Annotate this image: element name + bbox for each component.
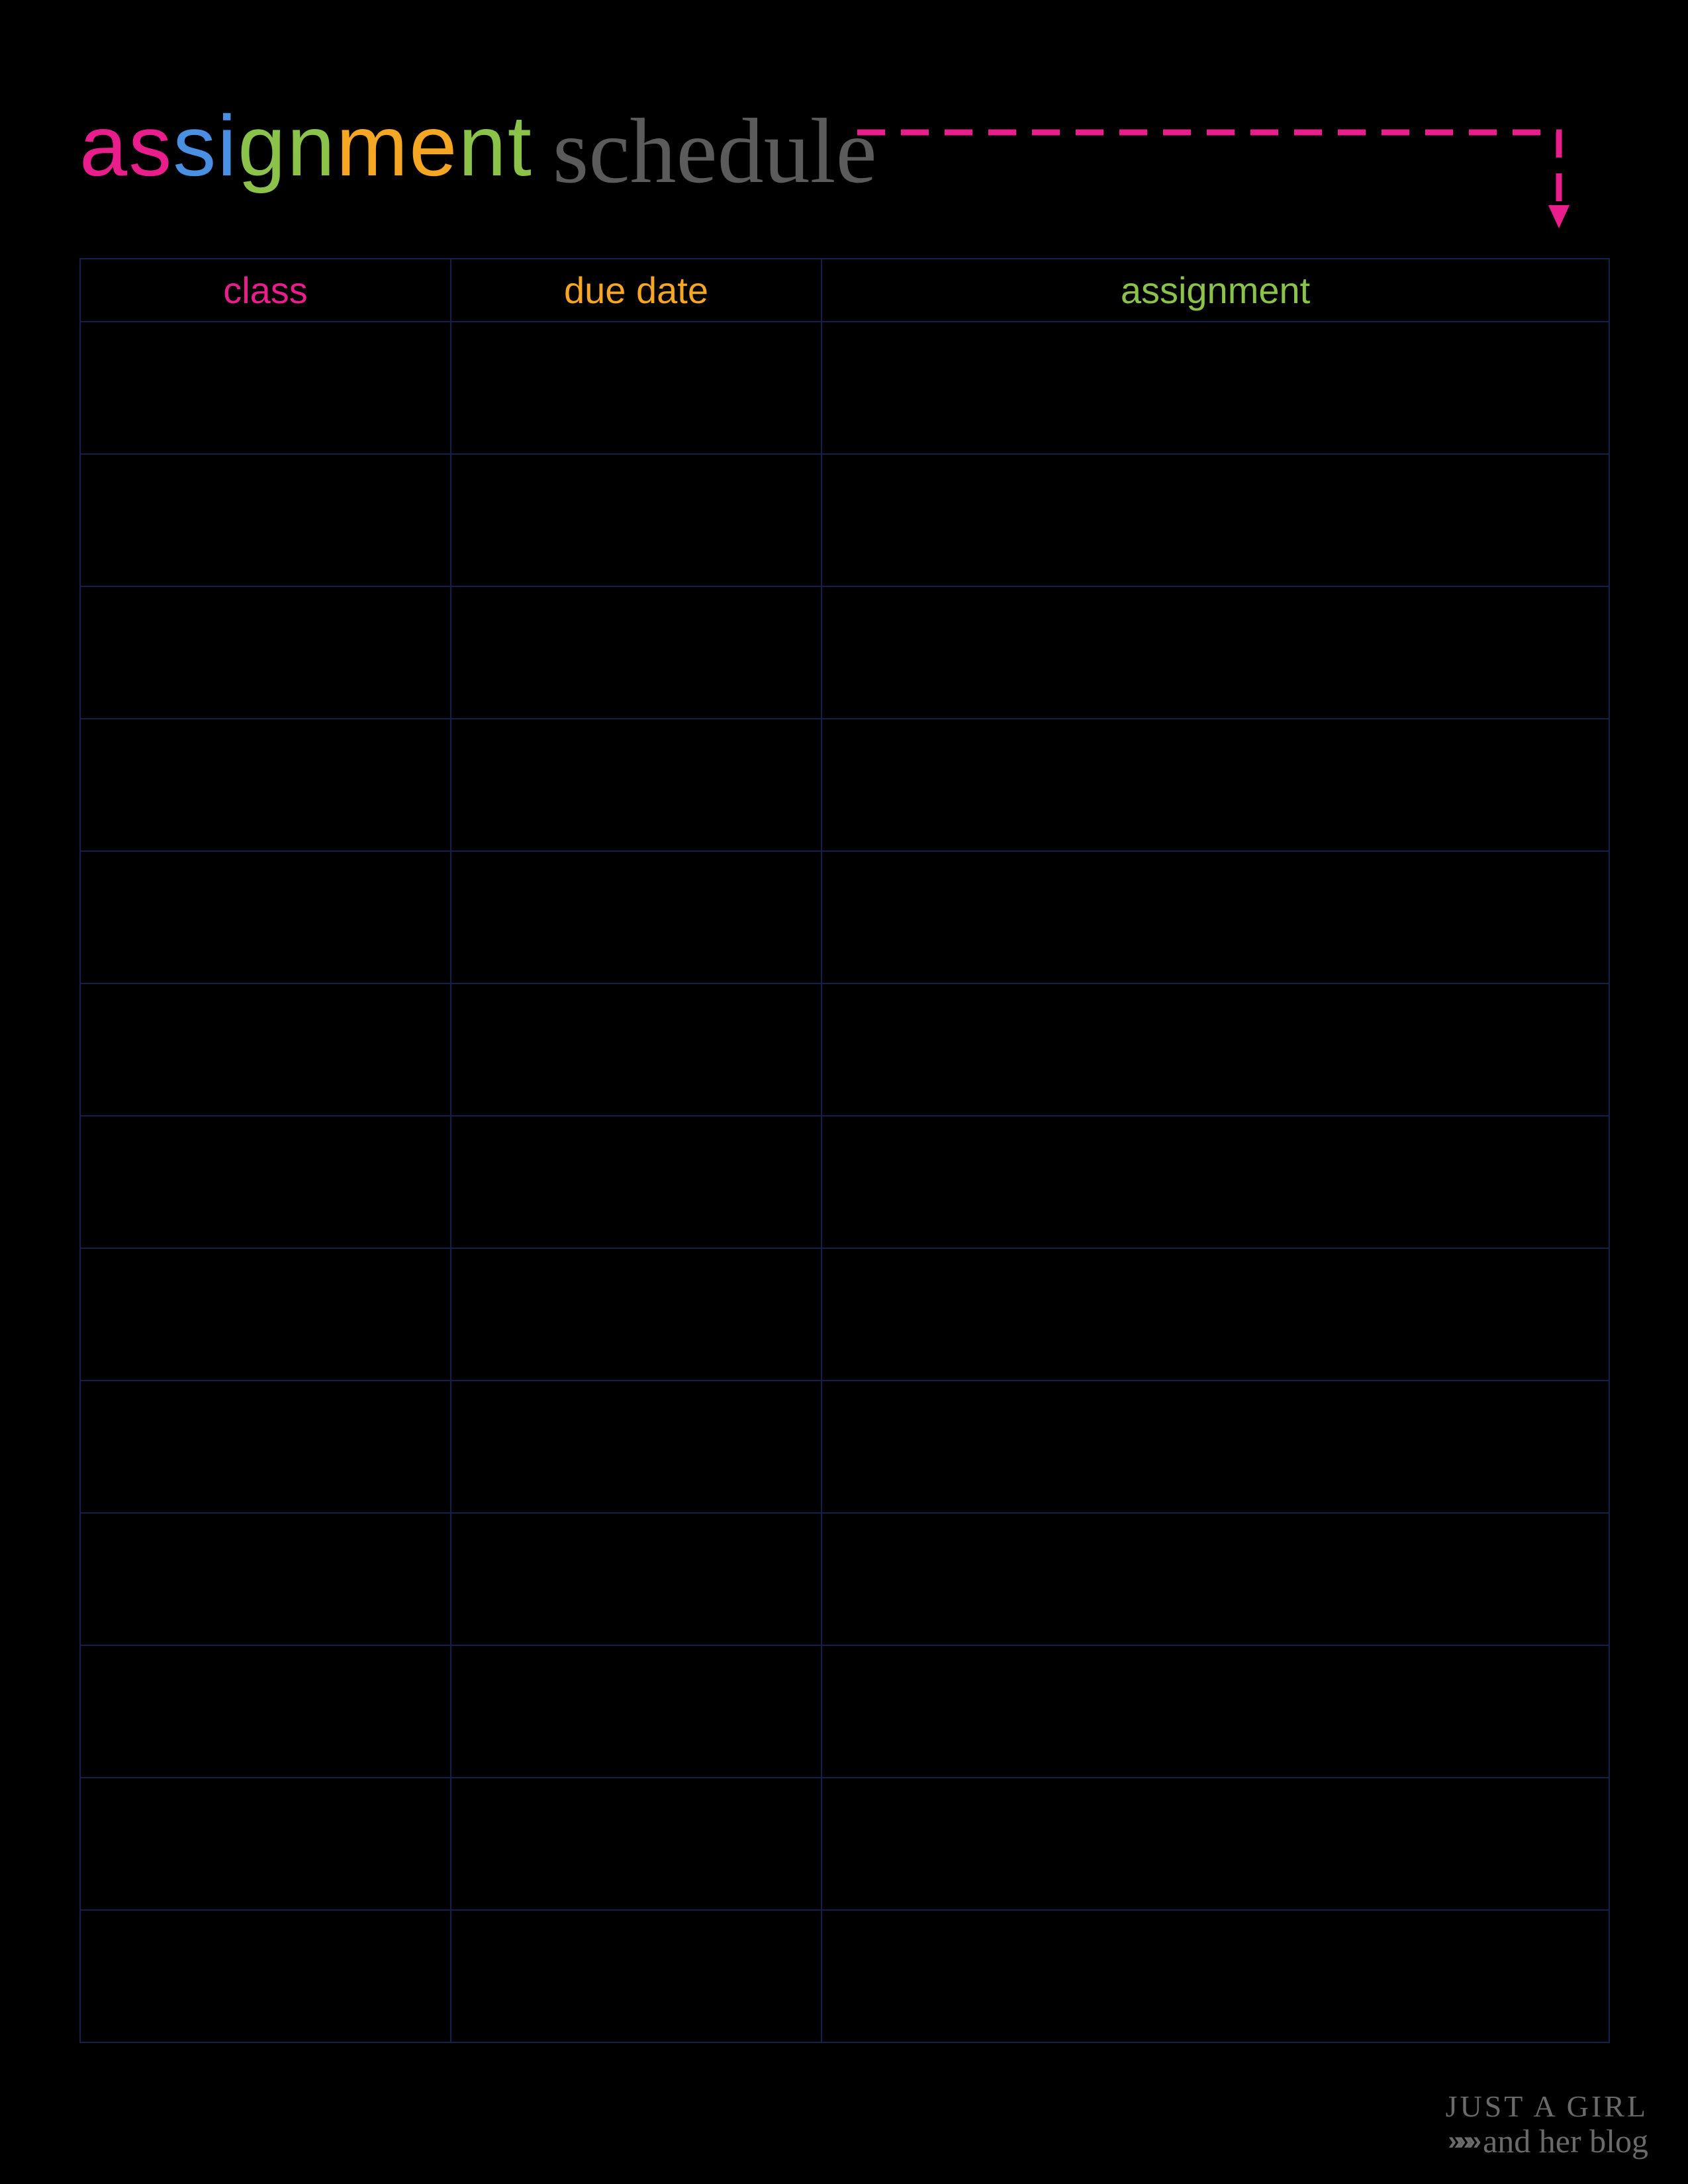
table-cell-assignment[interactable]: [821, 1381, 1609, 1513]
table-cell-assignment[interactable]: [821, 1910, 1609, 2042]
footer-attribution: JUST A GIRL »»» and her blog: [1446, 2091, 1648, 2158]
title-letter: e: [409, 97, 458, 194]
table-cell-assignment[interactable]: [821, 454, 1609, 586]
table-row: [80, 1248, 1609, 1381]
page: assignment schedule class due date assig…: [0, 0, 1688, 2184]
title-letter: a: [79, 97, 128, 194]
title-letter: n: [458, 97, 507, 194]
table-cell-assignment[interactable]: [821, 1645, 1609, 1778]
table-cell-assignment[interactable]: [821, 719, 1609, 851]
table-cell-due_date[interactable]: [451, 1513, 821, 1645]
title-letter: i: [217, 97, 238, 194]
assignment-table: class due date assignment: [79, 258, 1610, 2043]
table-cell-due_date[interactable]: [451, 1381, 821, 1513]
table-cell-assignment[interactable]: [821, 1248, 1609, 1381]
table-cell-class[interactable]: [80, 1778, 451, 1910]
table-cell-class[interactable]: [80, 983, 451, 1116]
table-cell-class[interactable]: [80, 851, 451, 983]
table-cell-class[interactable]: [80, 1248, 451, 1381]
table-cell-class[interactable]: [80, 1910, 451, 2042]
title-word-schedule: schedule: [553, 98, 877, 205]
table-row: [80, 1116, 1609, 1248]
table-cell-assignment[interactable]: [821, 586, 1609, 719]
table-cell-class[interactable]: [80, 719, 451, 851]
table-cell-assignment[interactable]: [821, 983, 1609, 1116]
column-header-class: class: [80, 259, 451, 322]
table-cell-class[interactable]: [80, 454, 451, 586]
table-cell-class[interactable]: [80, 1116, 451, 1248]
table-cell-due_date[interactable]: [451, 1778, 821, 1910]
footer-line1: JUST A GIRL: [1446, 2091, 1648, 2122]
chevrons-icon: »»»: [1448, 2128, 1476, 2154]
table-cell-assignment[interactable]: [821, 851, 1609, 983]
table-cell-assignment[interactable]: [821, 1116, 1609, 1248]
table-cell-assignment[interactable]: [821, 1513, 1609, 1645]
table-row: [80, 586, 1609, 719]
page-title: assignment schedule: [79, 79, 1609, 212]
table-cell-due_date[interactable]: [451, 586, 821, 719]
table-row: [80, 322, 1609, 454]
table-row: [80, 1910, 1609, 2042]
table-cell-due_date[interactable]: [451, 1910, 821, 2042]
table-header-row: class due date assignment: [80, 259, 1609, 322]
table-cell-assignment[interactable]: [821, 322, 1609, 454]
table-row: [80, 851, 1609, 983]
footer-line2: »»» and her blog: [1446, 2124, 1648, 2158]
table-cell-due_date[interactable]: [451, 719, 821, 851]
title-letter: m: [336, 97, 409, 194]
title-letter: g: [238, 97, 287, 194]
column-header-due-date: due date: [451, 259, 821, 322]
table-row: [80, 983, 1609, 1116]
table-row: [80, 1778, 1609, 1910]
title-letter: s: [128, 97, 173, 194]
table-row: [80, 1513, 1609, 1645]
table-cell-class[interactable]: [80, 586, 451, 719]
table-cell-due_date[interactable]: [451, 851, 821, 983]
table-cell-assignment[interactable]: [821, 1778, 1609, 1910]
table-cell-class[interactable]: [80, 1513, 451, 1645]
title-letter: s: [173, 97, 217, 194]
table-cell-due_date[interactable]: [451, 983, 821, 1116]
table-cell-due_date[interactable]: [451, 1248, 821, 1381]
table-row: [80, 1381, 1609, 1513]
table-cell-due_date[interactable]: [451, 322, 821, 454]
title-letter: n: [287, 97, 336, 194]
table-row: [80, 1645, 1609, 1778]
table-row: [80, 719, 1609, 851]
footer-script-text: and her blog: [1483, 2124, 1648, 2158]
table-cell-due_date[interactable]: [451, 1645, 821, 1778]
title-word-assignment: assignment: [79, 96, 533, 195]
table-cell-class[interactable]: [80, 1645, 451, 1778]
table-cell-class[interactable]: [80, 1381, 451, 1513]
column-header-assignment: assignment: [821, 259, 1609, 322]
title-letter: t: [508, 97, 533, 194]
table-cell-due_date[interactable]: [451, 454, 821, 586]
table-cell-class[interactable]: [80, 322, 451, 454]
table-row: [80, 454, 1609, 586]
table-cell-due_date[interactable]: [451, 1116, 821, 1248]
